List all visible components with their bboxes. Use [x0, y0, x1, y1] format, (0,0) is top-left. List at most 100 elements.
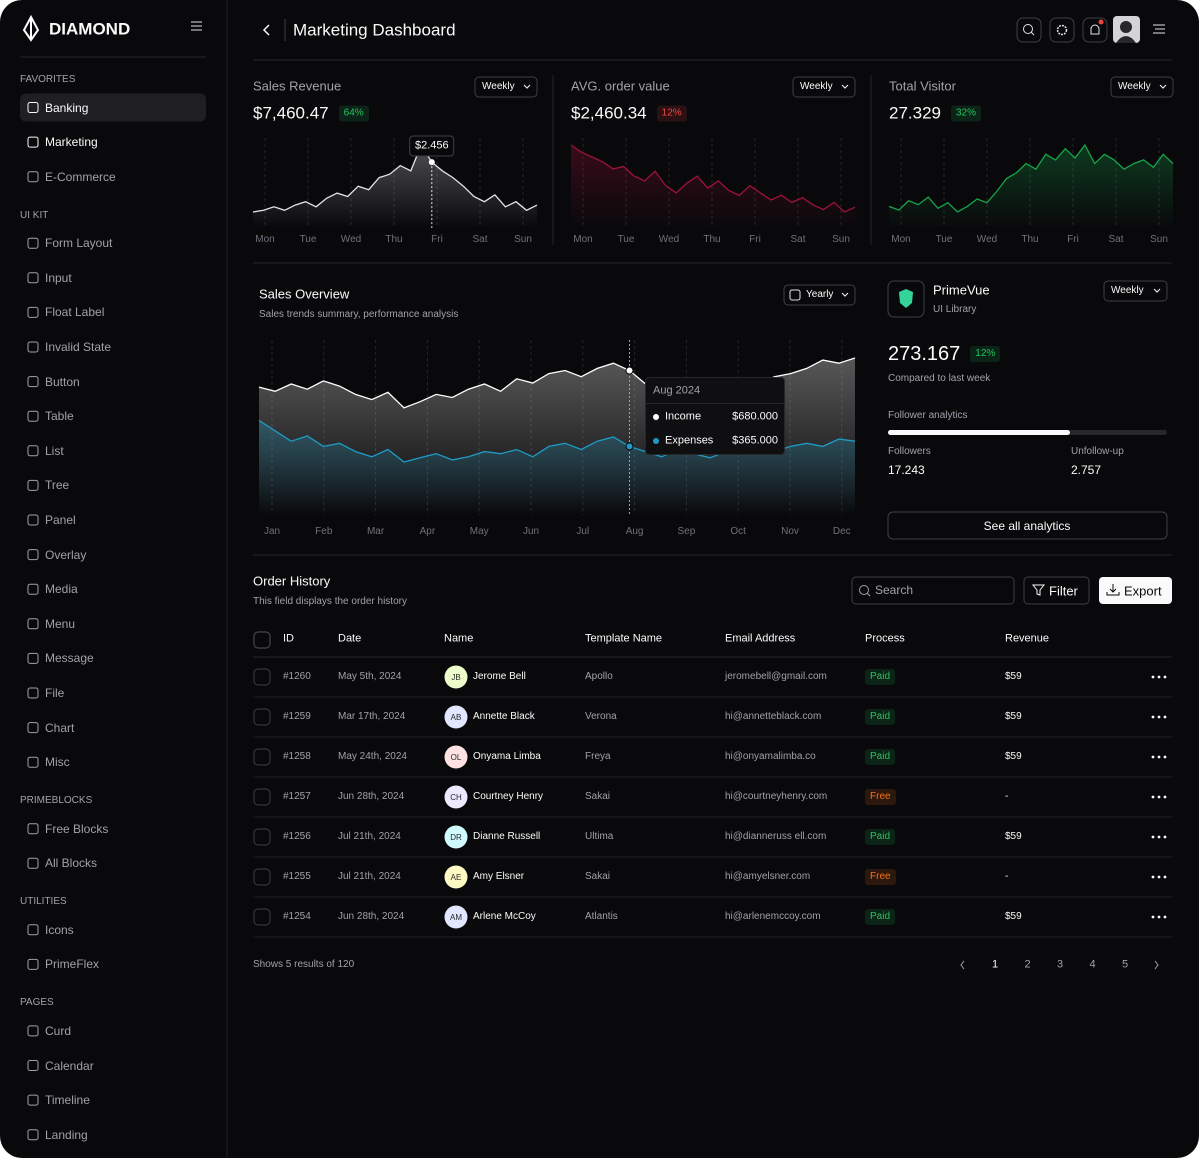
- avatar-initials: CH: [450, 793, 462, 802]
- dropdown-box: [1110, 76, 1174, 98]
- x-tick-label: Oct: [730, 526, 746, 537]
- page-number[interactable]: 3: [1056, 958, 1064, 971]
- more-dot: [1163, 675, 1167, 679]
- menu-item[interactable]: Curd: [45, 1023, 72, 1038]
- checkbox: [253, 908, 271, 926]
- analytics-button[interactable]: See all analytics: [983, 519, 1071, 533]
- more-dot: [1151, 915, 1155, 919]
- menu-item[interactable]: Banking: [45, 100, 89, 115]
- menu-item[interactable]: Calendar: [45, 1058, 94, 1073]
- dropdown[interactable]: Weekly: [482, 81, 515, 92]
- more-dot: [1157, 835, 1161, 839]
- value-row: 273.167 12%: [888, 344, 1001, 364]
- dropdown[interactable]: Weekly: [800, 81, 833, 92]
- menu-item[interactable]: All Blocks: [45, 856, 98, 871]
- avatar: [444, 865, 468, 889]
- export-button[interactable]: Export: [1124, 583, 1162, 599]
- email: hi@arlenemccoy.com: [725, 911, 821, 922]
- menu-item[interactable]: Menu: [45, 616, 76, 631]
- order-id: #1255: [283, 871, 311, 882]
- line: [888, 143, 1174, 213]
- page-number[interactable]: 4: [1089, 958, 1096, 971]
- dropdown[interactable]: Weekly: [1111, 285, 1144, 296]
- menu-icon: [27, 1025, 39, 1037]
- avatar: [444, 705, 468, 729]
- more-dot: [1163, 795, 1167, 799]
- badge: 12%: [970, 346, 1001, 362]
- tooltip: $2.456: [408, 135, 455, 157]
- menu-item[interactable]: Float Label: [45, 305, 105, 320]
- section-title: UTILITIES: [20, 896, 67, 908]
- dropdown[interactable]: Yearly: [806, 289, 834, 300]
- menu-item[interactable]: File: [45, 686, 65, 700]
- menu-item[interactable]: Overlay: [45, 547, 87, 562]
- tooltip-value: $365.000: [732, 434, 778, 447]
- hover-point: [625, 442, 634, 451]
- revenue: $59: [1005, 911, 1022, 922]
- icon-button: [1082, 17, 1108, 43]
- divider: [1030, 31, 1035, 36]
- menu-item[interactable]: Timeline: [45, 1093, 90, 1108]
- card-value: $7,460.47: [253, 103, 329, 123]
- menu-item[interactable]: Tree: [45, 478, 70, 493]
- revenue: $59: [1005, 751, 1022, 762]
- menu-item[interactable]: Media: [45, 582, 78, 597]
- more-dot: [1151, 715, 1155, 719]
- menu-item[interactable]: Landing: [45, 1127, 88, 1142]
- menu-item[interactable]: Message: [45, 651, 94, 666]
- menu-item[interactable]: Form Layout: [45, 236, 113, 251]
- more-dot: [1151, 675, 1155, 679]
- chevron: [1153, 288, 1161, 293]
- column-header: Date: [338, 632, 362, 645]
- menu-icon: [27, 549, 39, 561]
- menu-icon: [27, 618, 39, 630]
- page-number[interactable]: 5: [1121, 958, 1129, 971]
- area-fill: [889, 145, 1173, 228]
- menu-item[interactable]: Marketing: [45, 135, 98, 150]
- section-title: Order History: [253, 573, 331, 589]
- menu-icon: [27, 171, 39, 183]
- menu-icon: [27, 1129, 39, 1141]
- menu-item[interactable]: PrimeFlex: [45, 957, 100, 972]
- menu-item[interactable]: Chart: [45, 720, 75, 735]
- menu-item[interactable]: E-Commerce: [45, 169, 116, 184]
- menu-icon: [27, 272, 39, 284]
- menu-item[interactable]: Icons: [45, 922, 74, 937]
- menu-item[interactable]: Free Blocks: [45, 821, 109, 836]
- menu-icon: [27, 687, 39, 699]
- page-title: Marketing Dashboard: [293, 20, 456, 40]
- stat-label: Followers: [888, 446, 931, 457]
- more-dot: [1163, 835, 1167, 839]
- dropdown[interactable]: Weekly: [1118, 81, 1151, 92]
- column-header: Revenue: [1005, 632, 1050, 645]
- menu-item[interactable]: Panel: [45, 513, 76, 527]
- page-number[interactable]: 2: [1024, 958, 1031, 971]
- menu-icon: [27, 306, 39, 318]
- menu-item[interactable]: Button: [45, 374, 80, 389]
- menu-item[interactable]: Invalid State: [45, 340, 112, 354]
- badge: 64%: [338, 105, 369, 121]
- filter-button[interactable]: Filter: [1049, 583, 1078, 599]
- email: hi@dianneruss ell.com: [725, 831, 827, 842]
- page-number[interactable]: 1: [991, 958, 999, 971]
- revenue: $59: [1005, 831, 1022, 842]
- divider: [866, 592, 871, 597]
- menu-item[interactable]: Table: [45, 409, 74, 424]
- menu-item[interactable]: Misc: [45, 755, 70, 770]
- menu-item[interactable]: List: [45, 443, 64, 458]
- checkbox: [253, 748, 271, 766]
- avatar-initials: JB: [451, 673, 461, 682]
- export-box: [1099, 577, 1172, 604]
- menu-icon: [27, 445, 39, 457]
- menu-item[interactable]: Input: [45, 270, 72, 285]
- x-tick-label: Mar: [366, 526, 385, 537]
- export-icon: [1106, 584, 1120, 596]
- more-dot: [1157, 755, 1161, 759]
- search-input[interactable]: Search: [875, 583, 914, 597]
- value-row: $7,460.47 64%: [253, 105, 369, 122]
- analytics-label: Follower analytics: [888, 410, 968, 421]
- menu-icon: [27, 1094, 39, 1106]
- button-box: [887, 511, 1168, 540]
- x-tick-label: Thu: [385, 234, 403, 245]
- x-tick-label: Jan: [263, 526, 281, 537]
